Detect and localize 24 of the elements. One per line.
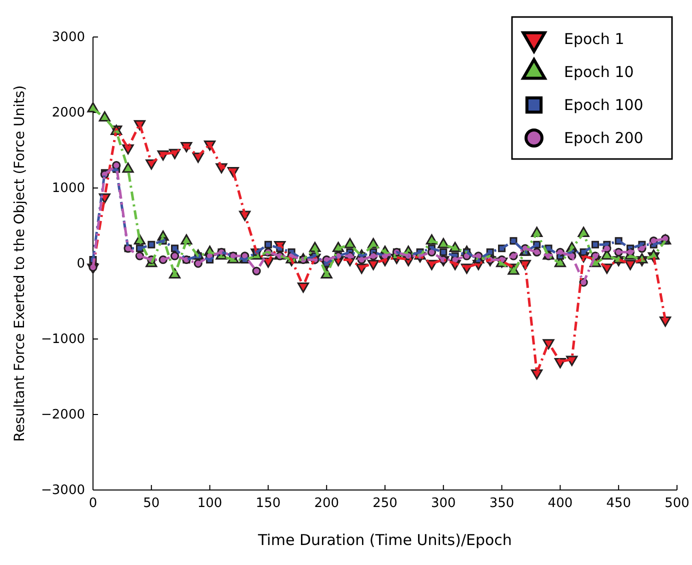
x-tick-label: 200 xyxy=(314,496,340,512)
y-tick-label: 0 xyxy=(76,256,85,272)
y-tick-label: −2000 xyxy=(41,408,85,423)
y-tick-label: −3000 xyxy=(41,483,85,498)
y-tick-label: 2000 xyxy=(52,106,85,121)
x-tick-label: 250 xyxy=(372,496,398,512)
y-tick-label: −1000 xyxy=(41,332,85,348)
x-tick-label: 500 xyxy=(664,496,690,512)
legend-label: Epoch 100 xyxy=(564,96,644,114)
legend-label: Epoch 1 xyxy=(564,30,624,48)
y-tick-label: 3000 xyxy=(52,30,85,46)
x-tick-label: 150 xyxy=(256,496,281,512)
x-tick-label: 100 xyxy=(197,496,222,512)
y-tick-label: 1000 xyxy=(52,181,85,196)
x-tick-label: 0 xyxy=(88,496,98,512)
y-axis-title: Resultant Force Exerted to the Object (Force Units) xyxy=(12,85,28,442)
x-axis-title: Time Duration (Time Units)/Epoch xyxy=(257,531,512,549)
x-tick-label: 300 xyxy=(430,496,456,512)
legend-label: Epoch 200 xyxy=(564,129,644,147)
x-tick-label: 50 xyxy=(143,496,160,512)
legend-label: Epoch 10 xyxy=(564,63,634,81)
x-tick-label: 350 xyxy=(489,496,514,512)
x-tick-label: 400 xyxy=(548,496,573,512)
x-tick-label: 450 xyxy=(606,496,632,512)
